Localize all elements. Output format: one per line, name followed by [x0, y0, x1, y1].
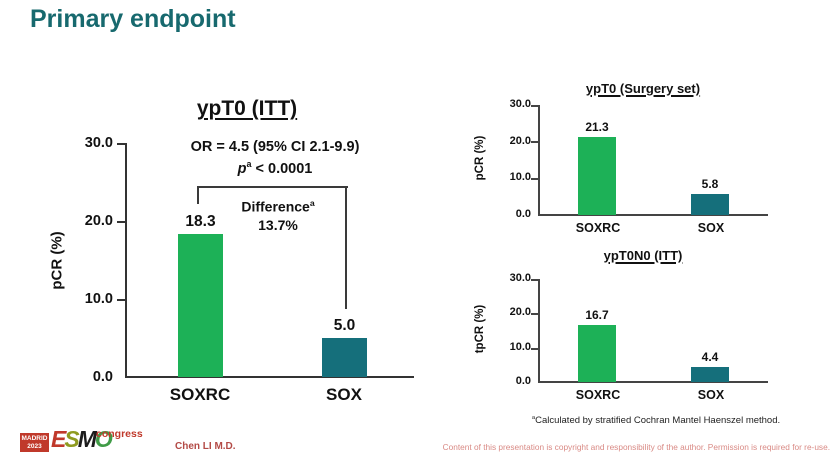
p-value-annotation: pa < 0.0001 — [158, 159, 392, 177]
comparison-bracket — [197, 186, 348, 204]
p-symbol: p — [237, 160, 247, 177]
footnote-text: Calculated by stratified Cochran Mantel … — [535, 415, 781, 427]
y-tick-mark — [117, 221, 125, 223]
logo-letter-o: O — [94, 426, 113, 452]
x-axis-line — [538, 214, 768, 216]
y-tick-label: 10.0 — [84, 291, 113, 307]
x-tick-label-soxrc: SOXRC — [575, 388, 621, 402]
bar-rect-sox — [322, 337, 367, 377]
y-tick-mark — [117, 143, 125, 145]
bar-value-label: 18.3 — [185, 212, 216, 230]
y-tick-label: 10.0 — [509, 341, 531, 353]
y-axis-label: tpCR (%) — [474, 304, 486, 354]
y-tick-label: 20.0 — [84, 213, 113, 229]
x-tick-label-soxrc: SOXRC — [169, 385, 231, 404]
copyright-notice: Content of this presentation is copyrigh… — [442, 442, 830, 452]
bar-rect-soxrc — [578, 136, 616, 215]
bar-soxrc: 16.7 — [578, 308, 616, 382]
y-tick-mark — [531, 279, 538, 281]
bar-value-label: 5.8 — [701, 176, 719, 191]
bar-rect-sox — [691, 193, 729, 215]
chart-title: ypT0 (Surgery set) — [585, 81, 701, 96]
bar-soxrc: 18.3 — [178, 213, 223, 377]
bar-value-label: 16.7 — [585, 307, 609, 322]
chart-title: ypT0 (ITT) — [196, 97, 298, 120]
logo-madrid-2023-badge: MADRID 2023 — [20, 433, 49, 452]
logo-esmo-letters: ESMO — [51, 426, 113, 453]
y-axis-line — [125, 143, 127, 378]
y-tick-label: 0.0 — [92, 369, 113, 385]
logo-letter-e: E — [51, 426, 66, 452]
y-tick-label: 30.0 — [509, 272, 531, 284]
logo-letter-s: S — [64, 426, 79, 452]
logo-year: 2023 — [27, 442, 42, 450]
bar-rect-sox — [691, 366, 729, 382]
y-axis-label: pCR (%) — [48, 231, 66, 290]
logo-congress-text: congress — [96, 428, 143, 440]
comparison-bracket-right-line — [345, 186, 347, 309]
y-axis-line — [538, 279, 540, 383]
bar-value-label: 5.0 — [333, 316, 356, 334]
bar-sox: 5.8 — [691, 177, 729, 215]
difference-value: 13.7% — [258, 216, 298, 233]
y-tick-mark — [531, 348, 538, 350]
y-axis-line — [538, 105, 540, 216]
y-tick-label: 0.0 — [515, 375, 531, 387]
logo-letter-m: M — [77, 426, 97, 452]
bar-rect-soxrc — [178, 233, 223, 377]
author-credit: Chen LI M.D. — [175, 441, 236, 452]
x-tick-label-soxrc: SOXRC — [575, 221, 621, 235]
y-tick-label: 20.0 — [509, 306, 531, 318]
bar-value-label: 21.3 — [585, 119, 609, 134]
y-axis-label: pCR (%) — [474, 135, 486, 181]
p-superscript: a — [246, 159, 252, 169]
esmo-congress-logo: MADRID 2023 ESMO congress — [20, 425, 160, 461]
y-tick-mark — [531, 178, 538, 180]
bar-sox: 4.4 — [691, 350, 729, 382]
difference-superscript: a — [309, 198, 315, 208]
y-tick-mark — [531, 313, 538, 315]
x-axis-line — [538, 381, 768, 383]
y-tick-label: 0.0 — [515, 208, 531, 220]
y-tick-label: 30.0 — [509, 98, 531, 110]
page-title: Primary endpoint — [30, 5, 236, 33]
y-tick-mark — [531, 141, 538, 143]
difference-label: Differencea — [241, 198, 315, 215]
bar-soxrc: 21.3 — [578, 120, 616, 215]
y-tick-mark — [531, 105, 538, 107]
x-axis-line — [125, 376, 414, 378]
x-tick-label-sox: SOX — [326, 385, 362, 404]
y-tick-mark — [117, 299, 125, 301]
p-value-text: < 0.0001 — [251, 160, 313, 177]
x-tick-label-sox: SOX — [697, 388, 725, 402]
footnote: aCalculated by stratified Cochran Mantel… — [480, 415, 832, 426]
x-tick-label-sox: SOX — [697, 221, 725, 235]
footnote-superscript: a — [531, 415, 536, 421]
y-tick-label: 10.0 — [509, 171, 531, 183]
y-tick-label: 20.0 — [509, 135, 531, 147]
difference-annotation: Differencea 13.7% — [213, 194, 343, 234]
bar-value-label: 4.4 — [701, 349, 719, 364]
logo-city: MADRID — [21, 435, 48, 442]
bar-rect-soxrc — [578, 324, 616, 382]
y-tick-label: 30.0 — [84, 135, 113, 151]
bar-sox: 5.0 — [322, 317, 367, 377]
odds-ratio-annotation: OR = 4.5 (95% CI 2.1-9.9) — [190, 139, 360, 155]
chart-title: ypT0N0 (ITT) — [603, 248, 683, 263]
